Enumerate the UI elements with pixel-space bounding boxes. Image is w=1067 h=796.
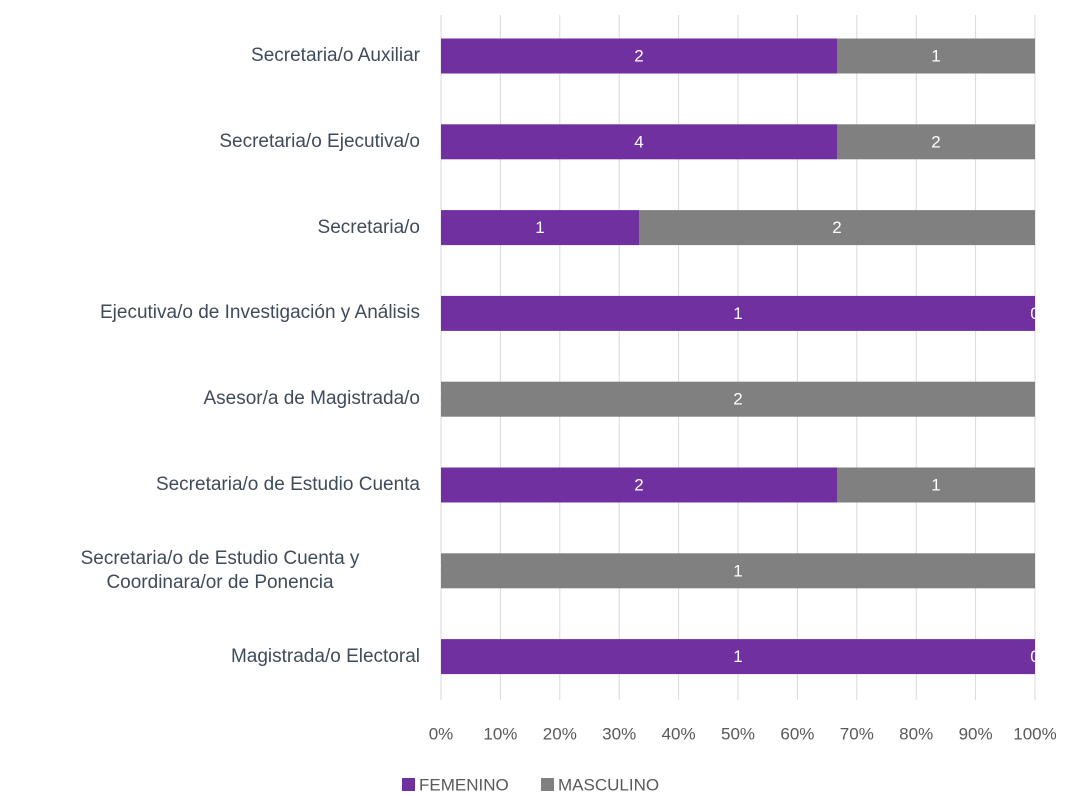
y-tick-label: Secretaria/o de Estudio Cuenta [155,474,420,495]
data-label: 2 [733,390,742,409]
bar [837,124,1035,160]
x-tick-label: 40% [662,724,696,743]
x-tick-label: 70% [840,724,874,743]
x-tick-label: 20% [543,724,577,743]
x-tick-label: 30% [602,724,636,743]
x-tick-label: 90% [959,724,993,743]
data-label: 1 [931,475,940,494]
bar [441,553,1035,589]
y-tick-label: Ejecutiva/o de Investigación y Análisis [99,302,420,324]
x-tick-label: 80% [899,724,933,743]
y-tick-label: Secretaria/o de Estudio Cuenta y Coordin… [80,547,360,593]
data-label: 1 [535,218,544,237]
x-tick-label: 100% [1013,724,1056,743]
data-label: 1 [733,304,742,323]
bar [837,38,1035,74]
data-label: 1 [733,561,742,580]
bar [639,210,1035,246]
legend-label: FEMENINO [419,775,509,794]
data-label: 0 [1030,647,1039,666]
data-label: 2 [634,475,643,494]
x-tick-label: 0% [429,724,454,743]
data-label: 2 [832,218,841,237]
data-label: 1 [931,46,940,65]
x-tick-label: 60% [780,724,814,743]
y-tick-label: Secretaria/o [317,216,420,238]
y-tick-label: Magistrada/o Electoral [230,645,420,667]
bar [441,639,1035,675]
bar [837,467,1035,503]
y-tick-label: Secretaria/o Ejecutiva/o [219,130,420,152]
bar [441,467,837,503]
legend-swatch [402,778,415,791]
bar [441,124,837,160]
x-tick-label: 50% [721,724,755,743]
legend-label: MASCULINO [558,775,659,794]
data-label: 4 [634,132,643,151]
bar [441,381,1035,417]
data-label: 1 [733,647,742,666]
data-label: 2 [931,132,940,151]
y-tick-label: Asesor/a de Magistrada/o [203,388,420,410]
y-tick-label: Secretaria/o Auxiliar [251,45,420,66]
data-label: 0 [1030,304,1039,323]
data-label: 2 [634,46,643,65]
x-tick-label: 10% [483,724,517,743]
bar [441,210,639,246]
bar [441,38,837,74]
legend-swatch [541,778,554,791]
bar [441,295,1035,331]
